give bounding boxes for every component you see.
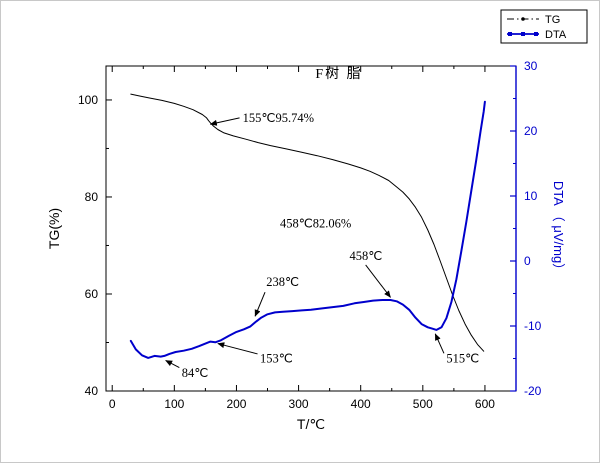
left-tick-label: 80 xyxy=(85,190,99,204)
annotation-label: 458℃ xyxy=(350,249,383,263)
x-axis-label: T/℃ xyxy=(297,416,325,432)
left-axis-label: TG(%) xyxy=(46,208,62,249)
annotation-arrow xyxy=(254,292,266,317)
x-tick-label: 500 xyxy=(413,397,433,411)
chart-title: F树 脂 xyxy=(315,66,362,82)
annotation-label: 238℃ xyxy=(266,275,299,289)
left-tick-label: 40 xyxy=(85,384,99,398)
left-axis: 40 60 80 100 xyxy=(78,93,112,398)
legend-dot-marker xyxy=(521,17,525,21)
annotation-arrow xyxy=(165,360,180,369)
annotation-arrow xyxy=(434,333,445,354)
legend-square-marker xyxy=(521,32,525,36)
x-tick-label: 400 xyxy=(351,397,371,411)
annotation-label: 153℃ xyxy=(260,352,293,366)
x-tick-label: 300 xyxy=(289,397,309,411)
legend-square-marker xyxy=(508,32,512,36)
annotation-arrow xyxy=(209,117,240,126)
right-tick-label: 0 xyxy=(524,254,531,268)
right-axis-ticks: -20 -10 0 10 20 30 xyxy=(510,59,542,398)
right-tick-label: 30 xyxy=(524,59,538,73)
x-tick-label: 0 xyxy=(109,397,116,411)
legend-label: DTA xyxy=(545,29,567,41)
left-tick-label: 60 xyxy=(85,287,99,301)
left-tick-label: 100 xyxy=(78,93,98,107)
right-tick-label: 20 xyxy=(524,124,538,138)
annotation-label: 84℃ xyxy=(182,366,209,380)
annotation-label: 155℃95.74% xyxy=(243,111,314,125)
annotations: 155℃95.74% 458℃82.06% 238℃ 458℃ 84℃ 153℃ 515℃ xyxy=(165,111,479,380)
right-tick-label: 10 xyxy=(524,189,538,203)
legend-box xyxy=(500,9,588,44)
x-axis: 0 100 200 300 400 500 600 xyxy=(109,66,495,411)
x-tick-label: 600 xyxy=(475,397,495,411)
legend: TG DTA xyxy=(500,9,588,44)
annotation-label: 515℃ xyxy=(446,352,479,366)
right-tick-label: -10 xyxy=(524,319,542,333)
legend-label: TG xyxy=(545,14,560,26)
annotation-arrow xyxy=(217,342,258,355)
annotation-label: 458℃82.06% xyxy=(280,217,351,231)
x-tick-label: 200 xyxy=(226,397,246,411)
tg-series-line xyxy=(130,93,485,352)
x-tick-label: 100 xyxy=(164,397,184,411)
annotation-arrow xyxy=(365,264,391,298)
dta-series-line xyxy=(129,100,486,359)
legend-square-marker xyxy=(534,32,538,36)
plot-area xyxy=(105,65,517,392)
right-tick-label: -20 xyxy=(524,384,542,398)
right-axis-label: DTA （ μV/mg） xyxy=(551,181,566,276)
